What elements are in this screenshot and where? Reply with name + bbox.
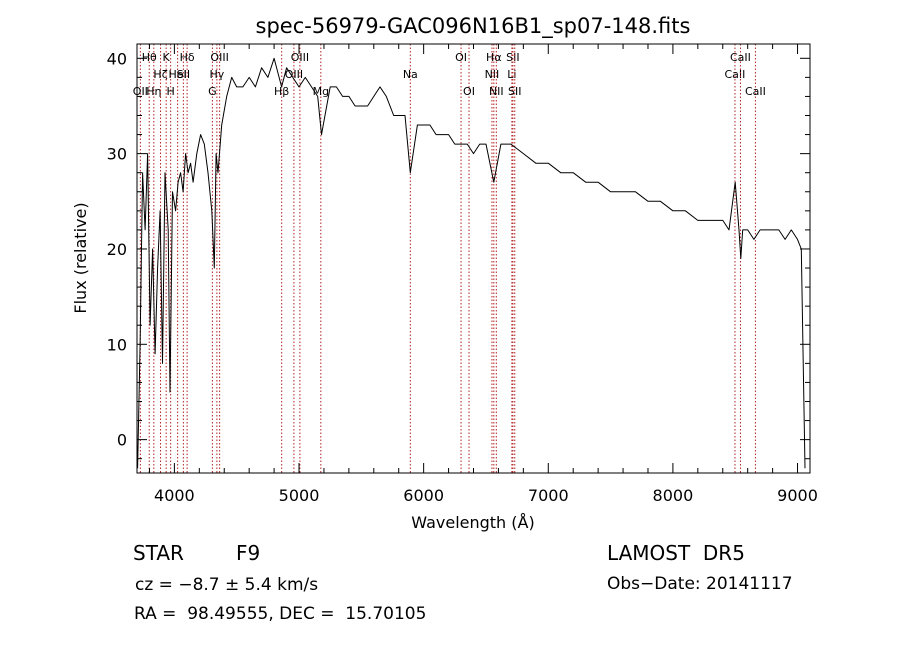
line-label-7: SII — [177, 68, 190, 81]
line-label-6: HeI — [168, 68, 186, 81]
x-axis-ticks: 4000 5000 6000 7000 8000 9000 — [148, 44, 818, 505]
line-label-10: Hγ — [209, 68, 224, 81]
y-tick-label-3: 30 — [107, 145, 127, 164]
x-tick-label-3: 7000 — [528, 486, 569, 505]
x-tick-label-2: 6000 — [403, 486, 444, 505]
spectral-line-markers: OIIHθHηHζKHHeISIIHδGHγOIIIHβOIIIOIIIMgNa… — [133, 44, 766, 473]
line-label-14: OIII — [291, 51, 309, 64]
object-subclass: F9 — [236, 541, 260, 565]
line-label-1: Hθ — [142, 51, 157, 64]
line-label-22: Li — [507, 68, 516, 81]
survey-release: LAMOST DR5 — [607, 541, 745, 565]
object-class: STAR — [133, 541, 184, 565]
line-label-18: OI — [463, 85, 475, 98]
y-axis-ticks: 0 10 20 30 40 — [107, 49, 810, 460]
line-label-20: Hα — [486, 51, 502, 64]
line-label-12: Hβ — [274, 85, 289, 98]
x-tick-label-4: 8000 — [653, 486, 694, 505]
line-label-4: K — [163, 51, 171, 64]
x-tick-label-5: 9000 — [777, 486, 818, 505]
line-label-3: Hζ — [153, 68, 167, 81]
y-tick-label-4: 40 — [107, 49, 127, 68]
chart-title: spec-56979-GAC096N16B1_sp07-148.fits — [256, 14, 691, 39]
line-label-24: SII — [508, 85, 521, 98]
spectrum-series — [137, 57, 806, 469]
x-axis-label: Wavelength (Å) — [411, 513, 534, 532]
plot-frame — [136, 43, 811, 474]
line-label-21: NII — [489, 85, 504, 98]
spectrum-line-0 — [137, 57, 806, 469]
line-label-17: OI — [455, 51, 467, 64]
line-label-26: CaII — [730, 51, 751, 64]
line-label-5: H — [167, 85, 175, 98]
x-tick-label-0: 4000 — [154, 486, 195, 505]
line-label-11: OIII — [210, 51, 228, 64]
y-tick-label-2: 20 — [107, 240, 127, 259]
line-label-16: Na — [403, 68, 418, 81]
line-label-19: NII — [485, 68, 500, 81]
sky-coordinates: RA = 98.49555, DEC = 15.70105 — [134, 604, 426, 624]
line-label-9: G — [208, 85, 217, 98]
y-axis-label: Flux (relative) — [71, 202, 90, 313]
line-label-23: SII — [506, 51, 519, 64]
y-tick-label-0: 0 — [117, 431, 127, 450]
observation-date: Obs−Date: 20141117 — [607, 574, 793, 594]
y-tick-label-1: 10 — [107, 335, 127, 354]
redshift-velocity: cz = −8.7 ± 5.4 km/s — [135, 575, 318, 595]
x-tick-label-1: 5000 — [279, 486, 320, 505]
line-label-25: CaII — [725, 68, 746, 81]
line-label-8: Hδ — [180, 51, 195, 64]
line-label-2: Hη — [146, 85, 161, 98]
line-label-27: CaII — [745, 85, 766, 98]
